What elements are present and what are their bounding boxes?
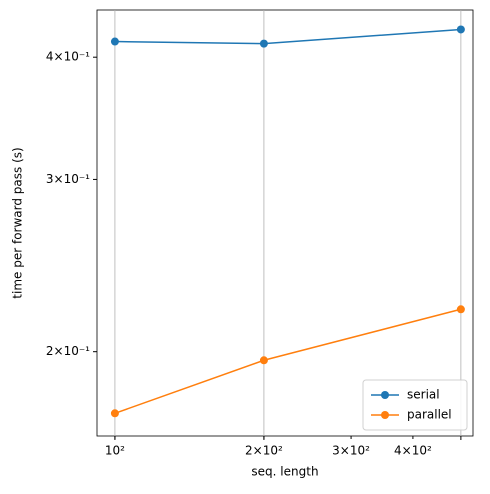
x-axis-label: seq. length xyxy=(251,465,318,479)
marker xyxy=(110,37,119,46)
marker xyxy=(456,25,465,34)
y-tick-label: 4×10⁻¹ xyxy=(46,50,90,64)
legend-label: parallel xyxy=(407,408,452,422)
marker xyxy=(259,39,268,48)
y-tick-label: 2×10⁻¹ xyxy=(46,344,90,358)
y-tick-label: 3×10⁻¹ xyxy=(46,172,90,186)
legend-marker xyxy=(381,391,389,399)
y-axis-label: time per forward pass (s) xyxy=(11,147,25,298)
legend-marker xyxy=(381,411,389,419)
plot-frame xyxy=(96,9,474,437)
marker xyxy=(456,305,465,314)
legend xyxy=(362,379,468,431)
marker xyxy=(110,409,119,418)
x-tick-label: 4×10² xyxy=(394,444,432,458)
x-tick-label: 2×10² xyxy=(245,444,283,458)
marker xyxy=(259,356,268,365)
x-tick-label: 3×10² xyxy=(332,444,370,458)
legend-label: serial xyxy=(407,388,440,402)
x-tick-label: 10² xyxy=(105,444,125,458)
line xyxy=(114,28,461,45)
